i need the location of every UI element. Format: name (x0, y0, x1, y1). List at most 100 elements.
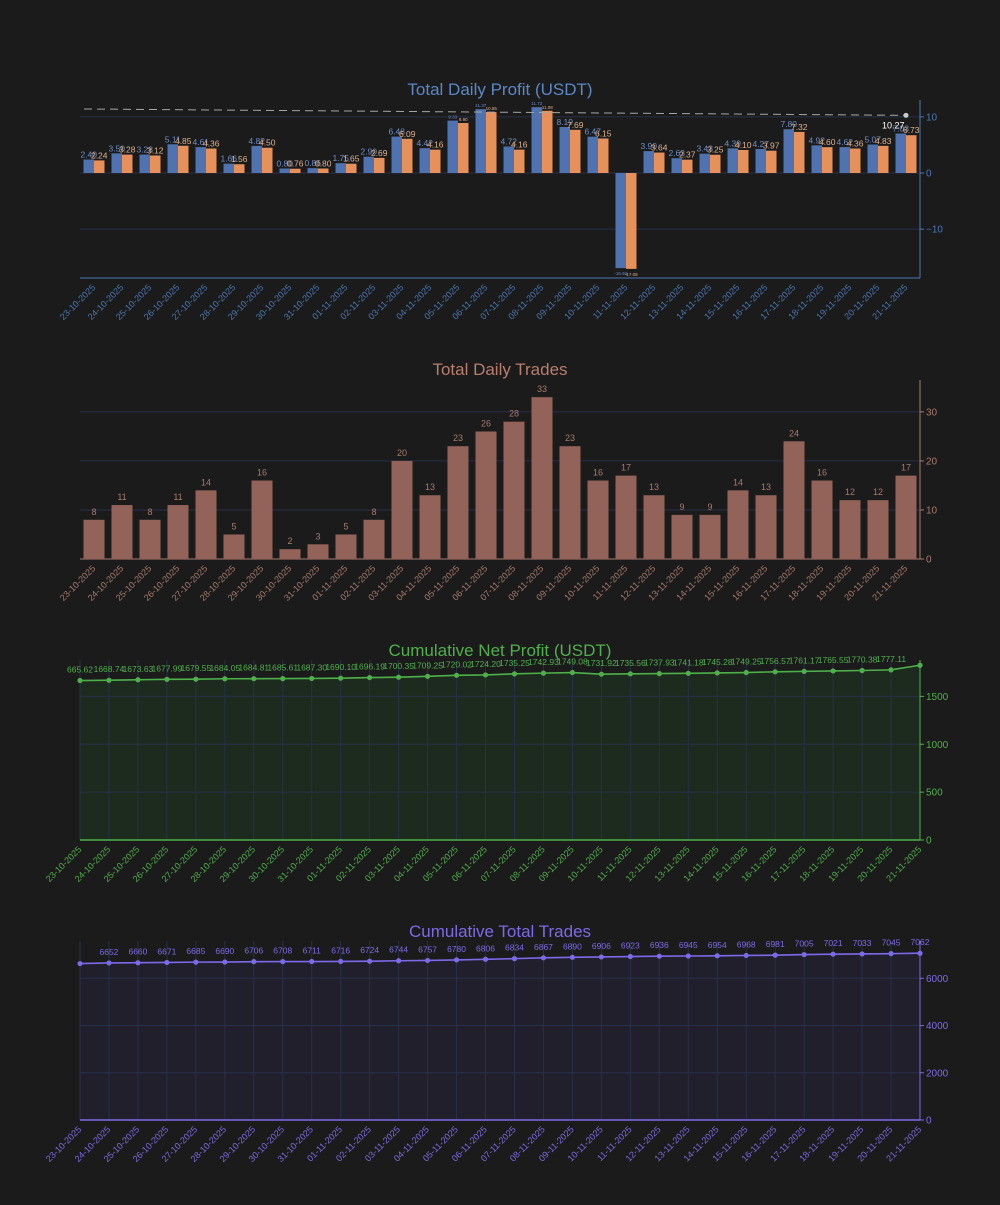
data-label: 1685.61 (267, 663, 298, 673)
y-tick-label: 6000 (926, 974, 949, 985)
data-label: 6954 (708, 940, 727, 950)
data-point (714, 670, 720, 676)
profit-data-label: 6.15 (595, 128, 612, 138)
data-point (367, 958, 373, 964)
profit-bar-gross (615, 172, 626, 269)
profit-bar-gross (503, 146, 514, 173)
data-point (396, 958, 402, 964)
trades-bar (727, 490, 749, 559)
trades-bar (251, 480, 273, 559)
profit-bar-net (654, 152, 665, 173)
profit-bar-gross (867, 144, 878, 173)
trades-data-label: 16 (257, 468, 267, 478)
data-label: 6945 (679, 940, 698, 950)
data-point (656, 671, 662, 677)
chart-title: Cumulative Net Profit (USDT) (389, 641, 612, 660)
data-label: 1687.30 (296, 662, 327, 672)
trades-data-label: 16 (817, 468, 827, 478)
data-point (77, 960, 83, 967)
profit-bar-gross (643, 151, 654, 173)
profit-data-label: 1.75 (332, 153, 349, 163)
profit-bar-net (122, 154, 133, 173)
profit-bar-gross (195, 147, 206, 173)
data-label: 1777.11 (876, 654, 906, 664)
data-point (106, 677, 112, 683)
data-label: 1742.93 (528, 657, 559, 667)
data-point (888, 951, 894, 957)
trades-bar (195, 490, 217, 559)
data-label: 1696.19 (354, 662, 385, 672)
profit-data-label: 4.62 (836, 137, 853, 147)
data-point (685, 670, 691, 676)
profit-bar-net (458, 123, 469, 173)
y-tick-label: 500 (926, 788, 943, 799)
data-label: 6671 (157, 946, 176, 956)
data-label: 1684.05 (209, 663, 240, 673)
profit-data-label: 2.37 (679, 150, 696, 160)
data-point (135, 677, 141, 683)
data-point (859, 667, 865, 674)
profit-data-label: 3.97 (763, 141, 780, 151)
profit-data-label: 4.27 (752, 139, 769, 149)
profit-data-label: 4.36 (203, 139, 220, 149)
series-line (79, 952, 921, 965)
data-point (801, 951, 807, 958)
data-label: 6744 (389, 945, 408, 955)
trades-data-label: 8 (371, 507, 376, 517)
profit-data-label: 3.28 (119, 145, 136, 155)
profit-bar-gross (335, 163, 346, 173)
data-label: 6660 (128, 947, 147, 957)
profit-data-label: 6.48 (388, 127, 405, 137)
profit-data-label: 2.63 (668, 148, 685, 158)
profit-bar-net (626, 172, 637, 269)
data-point (106, 960, 112, 966)
data-label: 7021 (824, 938, 843, 948)
data-label: 6834 (505, 943, 524, 953)
trades-bar (755, 495, 777, 559)
trades-bar (447, 446, 469, 559)
data-label: 1749.08 (557, 657, 588, 667)
data-label: 1765.55 (818, 655, 849, 665)
data-point (772, 952, 778, 958)
data-point (193, 959, 199, 965)
profit-bar-gross (839, 147, 850, 173)
data-label: 7062 (911, 937, 930, 947)
profit-bar-gross (391, 136, 402, 173)
trades-data-label: 14 (733, 477, 743, 487)
profit-data-label: 4.60 (819, 137, 836, 147)
y-tick-label: 1000 (926, 740, 949, 751)
profit-bar-gross (671, 158, 682, 173)
trades-data-label: 11 (117, 492, 126, 502)
trades-data-label: 33 (537, 384, 547, 394)
profit-bar-gross (139, 154, 150, 173)
y-tick-label: 0 (926, 836, 932, 847)
profit-data-label: 4.92 (808, 135, 825, 145)
profit-data-label: 10.85 (486, 106, 498, 111)
profit-bar-gross (811, 145, 822, 173)
profit-data-label: 8.19 (556, 117, 573, 127)
data-label: 1690.10 (325, 662, 356, 672)
data-point (222, 959, 228, 965)
trades-data-label: 5 (231, 521, 236, 531)
data-point (540, 955, 547, 961)
profit-data-label: 4.61 (192, 137, 209, 147)
y-tick-label: 2000 (926, 1068, 949, 1079)
data-label: 1724.20 (470, 659, 501, 669)
y-tick-label: 0 (926, 555, 932, 566)
trades-bar (111, 505, 133, 559)
trades-bar (419, 495, 441, 559)
y-tick-label: 0 (926, 1116, 932, 1127)
profit-data-label: 3.12 (147, 145, 164, 155)
profit-bar-net (234, 164, 245, 173)
trades-data-label: 13 (649, 482, 659, 492)
data-label: 1735.25 (499, 658, 530, 668)
data-label: 6923 (621, 941, 640, 951)
profit-data-label: 3.90 (640, 141, 657, 151)
data-point (77, 677, 83, 684)
data-point (830, 668, 836, 674)
trades-bar (531, 397, 553, 559)
profit-bar-gross (279, 168, 290, 173)
